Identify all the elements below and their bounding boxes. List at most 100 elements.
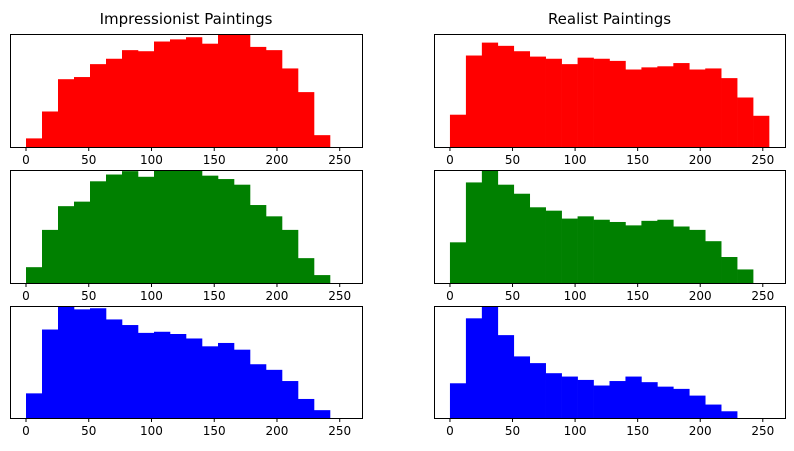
- histogram-bar: [314, 410, 331, 418]
- histogram-bar: [689, 69, 706, 147]
- x-tick-label: 50: [505, 289, 520, 303]
- x-tick-label: 200: [689, 424, 712, 438]
- x-tick-label: 100: [140, 424, 163, 438]
- histogram-bar: [90, 308, 107, 418]
- histogram-bar: [138, 332, 155, 418]
- histogram-bar: [58, 79, 75, 147]
- x-tick-label: 0: [22, 153, 30, 167]
- x-tick-label: 0: [22, 424, 30, 438]
- panel-title: Realist Paintings: [548, 10, 671, 28]
- histogram-bar: [298, 92, 315, 147]
- histogram-bar: [481, 42, 499, 147]
- x-tick-label: 0: [446, 424, 454, 438]
- histogram-bar: [561, 376, 578, 418]
- x-tick-label: 150: [203, 153, 226, 167]
- histogram-bar: [641, 220, 658, 283]
- histogram-bar: [74, 201, 91, 283]
- histogram-bar: [657, 386, 674, 418]
- histogram-bar: [689, 229, 706, 283]
- x-tick-label: 200: [266, 424, 289, 438]
- histogram-bar: [106, 319, 123, 418]
- histogram-bar: [513, 51, 531, 147]
- histogram-bar: [282, 68, 299, 147]
- x-tick-label: 250: [751, 424, 774, 438]
- histogram-bar: [90, 181, 107, 283]
- x-tick-label: 0: [446, 289, 454, 303]
- x-tick-label: 200: [689, 289, 712, 303]
- axes-frame: [434, 34, 786, 148]
- histogram-bar: [266, 50, 283, 147]
- x-tick-label: 250: [328, 153, 351, 167]
- histogram-bar: [106, 174, 123, 283]
- x-tick-label: 100: [564, 289, 587, 303]
- histogram-bar: [609, 381, 626, 418]
- histogram-bar: [90, 64, 107, 147]
- axes-frame: [10, 170, 363, 284]
- x-tick-label: 50: [81, 424, 96, 438]
- histogram-bar: [625, 225, 642, 283]
- histogram-bar: [266, 369, 283, 418]
- histogram-bar: [625, 69, 642, 147]
- panel-middle-left: 0 50 100 150 200 250: [10, 170, 363, 303]
- histogram-bar: [721, 78, 738, 147]
- histogram-bar: [154, 170, 171, 283]
- histogram-bar: [58, 206, 75, 283]
- panel-bottom-right: 0 50 100 150 200 250: [434, 306, 786, 438]
- axes-frame: [10, 34, 363, 148]
- histogram-bar: [577, 379, 594, 418]
- histogram-bar: [721, 257, 738, 283]
- histogram-bar: [609, 221, 626, 283]
- histogram-bar: [705, 404, 722, 418]
- histogram-bar: [314, 275, 331, 283]
- x-tick-label: 100: [564, 424, 587, 438]
- x-tick-label: 250: [328, 424, 351, 438]
- panel-title: Impressionist Paintings: [100, 10, 273, 28]
- x-tick-label: 250: [751, 289, 774, 303]
- histogram-bar: [314, 135, 331, 147]
- x-tick-label: 200: [266, 153, 289, 167]
- histogram-bar: [186, 170, 203, 283]
- axes-frame: [434, 170, 786, 284]
- histogram-bar: [577, 57, 594, 147]
- x-tick-label: 50: [505, 424, 520, 438]
- panel-top-left: 0 50 100 150 200 250 Impressionist Paintings: [10, 10, 363, 167]
- histogram-bar: [170, 170, 187, 283]
- histogram-bar: [529, 207, 546, 283]
- histogram-bar: [42, 329, 59, 418]
- axes-frame: [434, 306, 786, 419]
- histogram-bar: [561, 64, 578, 147]
- histogram-bar: [42, 111, 59, 147]
- histogram-bar: [673, 226, 690, 283]
- histogram-bar: [529, 56, 546, 147]
- histogram-bar: [529, 363, 546, 418]
- histogram-bar: [753, 115, 770, 147]
- histogram-bar: [593, 58, 610, 147]
- histogram-bar: [641, 67, 658, 147]
- panel-top-right: 0 50 100 150 200 250 Realist Paintings: [434, 10, 786, 167]
- histogram-bar: [186, 338, 203, 418]
- x-tick-label: 100: [140, 289, 163, 303]
- histogram-bar: [74, 309, 91, 418]
- histogram-bar: [657, 219, 674, 283]
- histogram-bar: [737, 97, 754, 147]
- histogram-bar: [593, 219, 610, 283]
- histogram-bar: [266, 216, 283, 283]
- histogram-bar: [170, 334, 187, 418]
- x-tick-label: 150: [626, 153, 649, 167]
- histogram-bar: [545, 210, 562, 283]
- histogram-bar: [465, 55, 483, 147]
- histogram-bar: [218, 179, 235, 283]
- histogram-bar: [465, 182, 483, 283]
- histogram-bar: [122, 325, 139, 418]
- axes-frame: [10, 306, 363, 419]
- x-tick-label: 50: [505, 153, 520, 167]
- histogram-bar: [449, 242, 467, 283]
- histogram-bar: [122, 171, 139, 283]
- x-tick-label: 250: [328, 289, 351, 303]
- histogram-bar: [737, 269, 754, 283]
- histogram-bar: [234, 184, 251, 283]
- histogram-bar: [282, 381, 299, 418]
- x-tick-label: 0: [446, 153, 454, 167]
